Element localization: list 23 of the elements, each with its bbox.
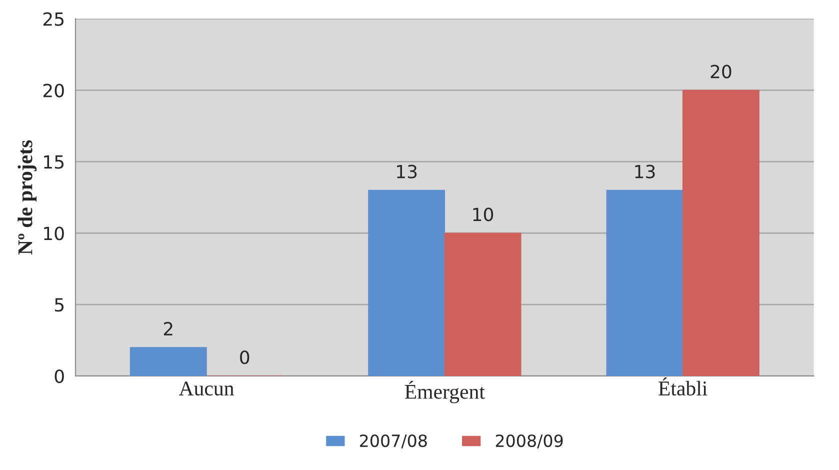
y-tick-label: 0 [54, 369, 64, 384]
bar [444, 232, 522, 376]
y-tick-label: 15 [44, 155, 64, 169]
x-tick-label: Établi [658, 378, 708, 396]
y-tick-label: 25 [43, 12, 64, 26]
x-tick-label: Aucun [178, 382, 234, 396]
bar [368, 190, 446, 376]
x-tick-label: Émergent [404, 380, 485, 404]
data-label: 13 [397, 164, 417, 178]
legend-label: 2008/09 [496, 434, 563, 448]
y-tick-label: 10 [44, 226, 64, 240]
bar [606, 190, 684, 376]
bar [682, 90, 760, 376]
data-label: 10 [473, 208, 494, 222]
bar [130, 347, 207, 376]
data-label: 20 [710, 64, 732, 78]
y-axis-title: Nº de projets [18, 140, 37, 255]
data-label: 2 [164, 322, 172, 336]
data-label: 0 [240, 350, 250, 364]
data-label: 13 [635, 164, 655, 178]
legend-label: 2007/08 [360, 434, 427, 448]
y-tick-label: 5 [55, 298, 64, 312]
y-tick-label: 20 [43, 84, 64, 98]
